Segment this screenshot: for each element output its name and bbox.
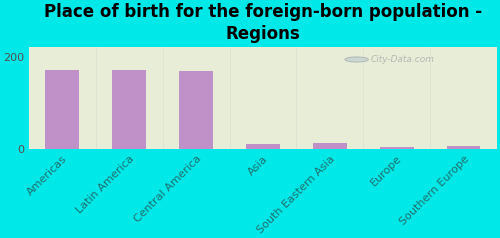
Bar (46, 70, 79, 149)
Circle shape (345, 57, 368, 62)
Title: Place of birth for the foreign-born population -
Regions: Place of birth for the foreign-born popu… (44, 3, 482, 43)
Bar (380, 147, 414, 149)
Bar (313, 143, 346, 149)
Bar (447, 146, 480, 149)
Bar (112, 70, 146, 149)
Bar (180, 71, 213, 149)
Bar (246, 144, 280, 149)
Text: City-Data.com: City-Data.com (370, 55, 434, 64)
